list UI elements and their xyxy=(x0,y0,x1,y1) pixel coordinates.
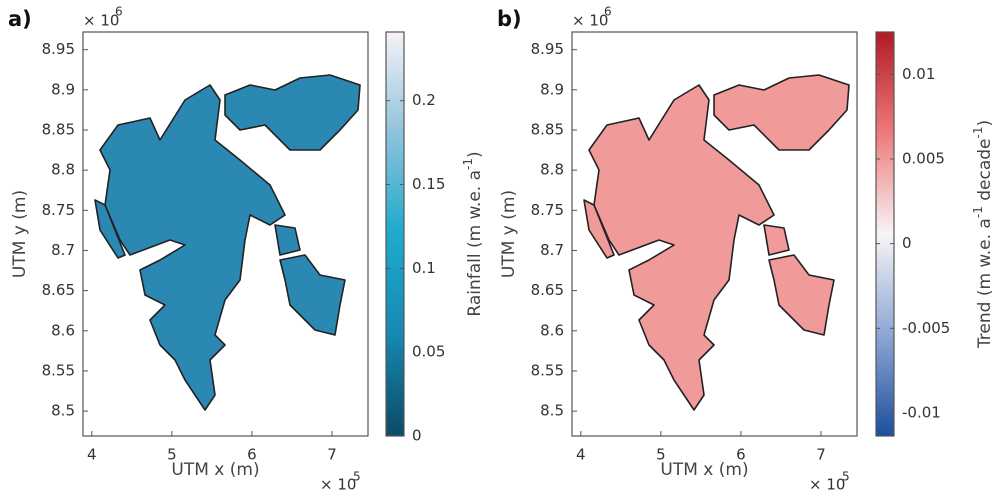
y-multiplier: × 10 xyxy=(572,12,608,30)
colorbar-label-part: Trend (m w.e. a xyxy=(975,218,993,349)
plot-frame xyxy=(82,31,369,437)
y-tick-label: 8.95 xyxy=(42,40,75,58)
x-tick-label: 5 xyxy=(656,446,666,464)
colorbar-tick-label: 0 xyxy=(412,427,422,445)
y-tick-label: 8.7 xyxy=(51,241,75,259)
x-multiplier: × 10 xyxy=(809,476,845,492)
y-tick-label: 8.75 xyxy=(531,201,564,219)
y-tick-label: 8.9 xyxy=(540,80,564,98)
y-tick-label: 8.65 xyxy=(531,281,564,299)
land-mass xyxy=(94,74,361,411)
colorbar-label-part: ) xyxy=(975,120,993,127)
colorbar-label-exponent: -1 xyxy=(971,206,985,218)
x-tick-label: 7 xyxy=(327,446,337,464)
colorbar-tick-label: -0.01 xyxy=(902,403,941,421)
plot-frame xyxy=(571,31,858,437)
x-tick-label: 4 xyxy=(87,446,97,464)
y-tick-label: 8.7 xyxy=(540,241,564,259)
y-tick-label: 8.8 xyxy=(51,161,75,179)
colorbar-label: Rainfall (m w.e. a-1) xyxy=(461,151,486,316)
colorbar-tick-label: 0.15 xyxy=(412,175,445,193)
colorbar-tick-label: 0.2 xyxy=(412,91,436,109)
colorbar-label-exponent: -1 xyxy=(971,127,985,139)
x-tick-label: 7 xyxy=(816,446,826,464)
y-tick-label: 8.85 xyxy=(42,120,75,138)
x-axis-label: UTM x (m) xyxy=(171,460,259,480)
colorbar-label-exponent: -1 xyxy=(461,158,475,170)
y-tick-label: 8.65 xyxy=(42,281,75,299)
x-tick-label: 5 xyxy=(167,446,177,464)
x-axis-label: UTM x (m) xyxy=(660,460,748,480)
colorbar-label-part: Rainfall (m w.e. a xyxy=(465,170,485,317)
y-tick-label: 8.6 xyxy=(540,321,564,339)
colorbar-tick-label: -0.005 xyxy=(902,319,950,337)
y-tick-label: 8.55 xyxy=(531,361,564,379)
colorbar-label: Trend (m w.e. a-1 decade-1) xyxy=(971,120,993,349)
panel-label: b) xyxy=(497,7,522,31)
colorbar-tick-label: 0.005 xyxy=(902,149,945,167)
y-tick-label: 8.85 xyxy=(531,120,564,138)
y-tick-label: 8.95 xyxy=(531,40,564,58)
colorbar-label-part: decade xyxy=(975,139,993,207)
x-tick-label: 6 xyxy=(247,446,257,464)
y-multiplier-exponent: 6 xyxy=(115,5,123,19)
y-axis-label: UTM y (m) xyxy=(10,190,30,278)
x-multiplier-exponent: 5 xyxy=(353,470,361,484)
y-tick-label: 8.9 xyxy=(51,80,75,98)
y-axis-label: UTM y (m) xyxy=(499,190,519,278)
x-multiplier-exponent: 5 xyxy=(842,470,850,484)
land-mass xyxy=(583,74,850,411)
x-tick-label: 6 xyxy=(736,446,746,464)
colorbar-label-part: ) xyxy=(465,151,485,158)
y-tick-label: 8.5 xyxy=(51,402,75,420)
colorbar-tick-label: 0.05 xyxy=(412,343,445,361)
y-tick-label: 8.5 xyxy=(540,402,564,420)
y-multiplier: × 10 xyxy=(83,12,119,30)
y-tick-label: 8.8 xyxy=(540,161,564,179)
x-multiplier: × 10 xyxy=(320,476,356,492)
y-tick-label: 8.55 xyxy=(42,361,75,379)
x-tick-label: 4 xyxy=(576,446,586,464)
colorbar xyxy=(875,31,895,437)
y-tick-label: 8.75 xyxy=(42,201,75,219)
colorbar xyxy=(385,31,405,437)
colorbar-tick-label: 0 xyxy=(902,234,912,252)
colorbar-tick-label: 0.1 xyxy=(412,259,436,277)
panel-label: a) xyxy=(8,7,32,31)
y-multiplier-exponent: 6 xyxy=(604,5,612,19)
colorbar-tick-label: 0.01 xyxy=(902,65,935,83)
y-tick-label: 8.6 xyxy=(51,321,75,339)
